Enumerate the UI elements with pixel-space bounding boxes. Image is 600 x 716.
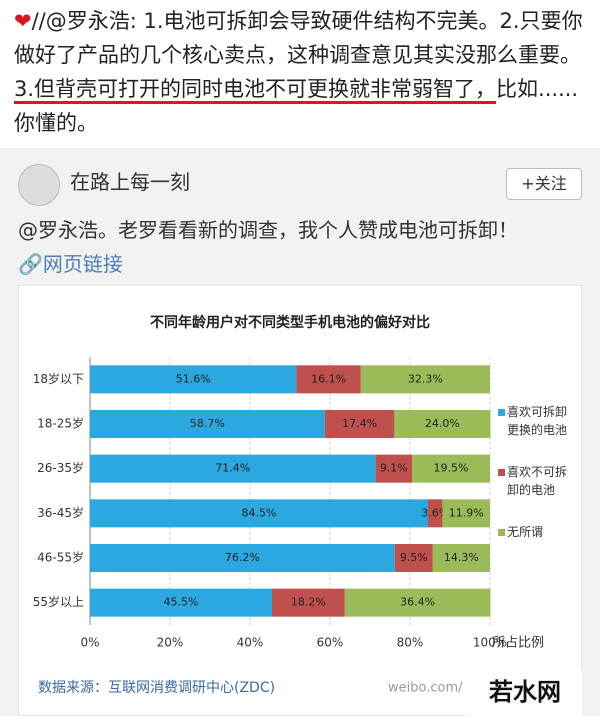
follow-button[interactable]: +关注 (506, 168, 582, 200)
data-label: 9.1% (380, 462, 408, 475)
bar-segment (272, 588, 345, 617)
bar-segment (375, 454, 412, 483)
user-name[interactable]: 在路上每一刻 (70, 170, 190, 194)
bar-segment (428, 499, 443, 528)
data-label: 76.2% (225, 551, 260, 564)
bar-segment (296, 365, 361, 394)
x-tick-label: 100% (473, 636, 507, 650)
x-tick-label: 80% (397, 636, 424, 650)
heart-icon: ❤ (14, 9, 32, 33)
data-label: 32.3% (408, 372, 443, 385)
y-tick-label: 18-25岁 (37, 416, 84, 431)
avatar[interactable] (18, 164, 60, 206)
legend-label: 喜欢不可拆卸的电池 (507, 465, 568, 497)
bar-segment (412, 454, 490, 483)
bar-segment (432, 544, 490, 572)
legend-swatch (498, 529, 505, 536)
x-tick-label: 60% (317, 636, 344, 650)
y-tick-label: 26-35岁 (37, 460, 84, 475)
data-label: 16.1% (311, 372, 346, 385)
source: 数据来源：互联网消费调研中心(ZDC) (38, 680, 275, 696)
legend-label: 无所谓 (507, 525, 544, 539)
bar-segment (394, 544, 433, 572)
chart-title: 不同年龄用户对不同类型手机电池的偏好对比 (150, 314, 430, 331)
data-label: 24.0% (425, 417, 460, 430)
web-link[interactable]: 🔗网页链接 (18, 248, 123, 277)
y-tick-label: 55岁以上 (33, 594, 84, 609)
post-text-1: //@罗永浩: 1.电池可拆卸会导致硬件结构不完美。2.只要你做好了产品的几个核… (14, 9, 583, 67)
x-tick-label: 0% (80, 636, 99, 650)
data-label: 3.6% (421, 506, 449, 519)
post-text: ❤//@罗永浩: 1.电池可拆卸会导致硬件结构不完美。2.只要你做好了产品的几个… (14, 4, 592, 140)
data-label: 14.3% (444, 551, 479, 564)
repost-text: @罗永浩。老罗看看新的调查，我个人赞成电池可拆卸！ (18, 218, 518, 242)
data-label: 18.2% (291, 596, 326, 609)
data-label: 45.5% (164, 596, 199, 609)
chart: 不同年龄用户对不同类型手机电池的偏好对比 所占比例 数据来源：互联网消费调研中心… (18, 285, 582, 716)
x-axis-label: 所占比例 (492, 636, 544, 651)
site-logo: 若水网 (488, 678, 561, 706)
bar-segment (344, 588, 491, 617)
bar-segment (90, 499, 428, 528)
data-label: 58.7% (190, 417, 225, 430)
bar-segment (90, 544, 395, 572)
bar-segment (90, 454, 376, 483)
legend-item: 喜欢不可拆卸的电池 (507, 465, 568, 497)
bar-segment (90, 365, 297, 394)
data-label: 84.5% (242, 506, 277, 519)
legend-label: 喜欢可拆卸更换的电池 (507, 405, 568, 437)
bar-segment (394, 410, 491, 438)
y-tick-label: 46-55岁 (37, 550, 84, 565)
legend-item: 喜欢可拆卸更换的电池 (507, 405, 568, 437)
bar-segment (442, 499, 490, 528)
legend-swatch (498, 469, 505, 476)
bar-segment (324, 410, 395, 438)
post-highlight: 3.但背壳可打开的同时电池不可更换就非常弱智了， (14, 77, 497, 101)
y-tick-label: 18岁以下 (33, 371, 84, 386)
logo-bg (468, 671, 582, 716)
data-label: 51.6% (176, 372, 211, 385)
legend-swatch (498, 409, 505, 416)
data-label: 9.5% (400, 551, 428, 564)
link-icon: 🔗 (18, 252, 43, 276)
bar-segment (90, 588, 272, 617)
data-label: 11.9% (449, 506, 484, 519)
legend-item: 无所谓 (507, 525, 544, 539)
data-label: 17.4% (342, 417, 377, 430)
data-label: 71.4% (215, 462, 250, 475)
x-tick-label: 20% (157, 636, 184, 650)
link-text[interactable]: 网页链接 (42, 252, 123, 276)
data-label: 36.4% (400, 596, 435, 609)
bar-segment (360, 365, 490, 394)
x-tick-label: 40% (237, 636, 264, 650)
bar-segment (90, 410, 325, 438)
watermark: weibo.com/ (388, 681, 463, 696)
data-label: 19.5% (434, 462, 469, 475)
y-tick-label: 36-45岁 (37, 505, 84, 520)
post-text-2: 比如......你懂的。 (14, 77, 579, 135)
